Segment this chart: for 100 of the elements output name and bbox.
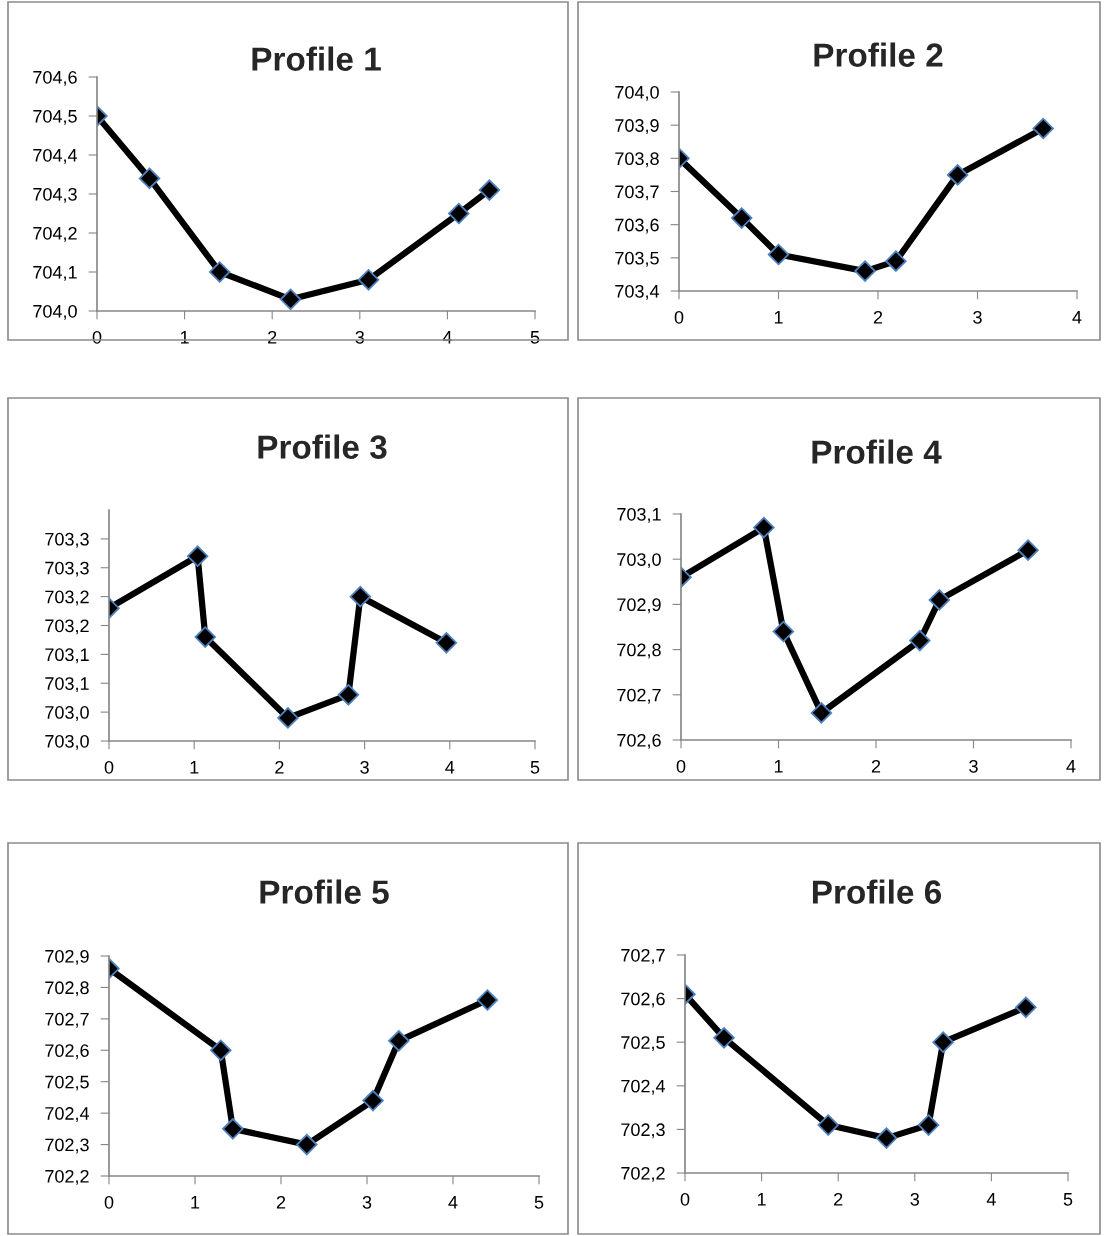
point: [357, 269, 380, 291]
x-tick-label: 4: [442, 331, 452, 344]
y-tick-label: 702,7: [45, 1012, 89, 1028]
y-tick-label: 702,3: [621, 1123, 665, 1139]
point: [885, 250, 907, 272]
point: [186, 545, 209, 567]
y-tick-label: 703,1: [45, 677, 89, 693]
x-tick-label: 3: [360, 760, 369, 774]
point: [854, 260, 876, 282]
y-tick-label: 703,9: [615, 119, 659, 135]
point: [349, 585, 372, 608]
y-tick-label: 704,5: [33, 109, 77, 125]
point: [435, 632, 458, 654]
x-tick-label: 1: [774, 760, 783, 773]
point: [448, 202, 470, 225]
y-tick-label: 702,6: [621, 992, 665, 1008]
x-tick-label: 3: [355, 330, 365, 344]
y-tick-label: 702,4: [621, 1079, 666, 1095]
x-tick-label: 0: [104, 1195, 114, 1209]
x-tick-label: 3: [362, 1195, 372, 1209]
point: [296, 1133, 318, 1156]
point: [222, 1118, 244, 1140]
point: [810, 702, 833, 724]
y-tick-label: 703,2: [45, 590, 89, 606]
x-tick-label: 0: [92, 330, 102, 344]
x-tick-label: 1: [774, 311, 783, 324]
x-tick-label: 5: [1063, 1193, 1073, 1206]
y-tick-label: 703,0: [45, 706, 89, 721]
chart-title: Profile 4: [812, 439, 942, 464]
x-tick-label: 1: [191, 1196, 200, 1209]
point: [210, 1039, 232, 1062]
x-tick-label: 0: [676, 759, 686, 773]
point: [478, 179, 501, 201]
y-tick-label: 702,9: [617, 598, 661, 614]
point: [909, 629, 931, 652]
point: [946, 164, 969, 186]
y-tick-label: 703,3: [45, 532, 89, 548]
point: [388, 1030, 410, 1052]
point: [875, 1127, 898, 1149]
point: [928, 589, 951, 611]
point: [817, 1114, 839, 1136]
x-tick-label: 2: [268, 330, 277, 344]
y-tick-label: 702,3: [45, 1138, 89, 1154]
y-tick-label: 702,8: [617, 643, 661, 659]
point: [337, 684, 360, 706]
x-tick-label: 1: [757, 1193, 766, 1206]
point: [713, 1027, 735, 1049]
y-tick-label: 703,4: [615, 284, 660, 300]
y-tick-label: 703,2: [45, 619, 89, 635]
point: [1015, 996, 1037, 1019]
x-tick-label: 5: [530, 331, 540, 344]
x-tick-label: 4: [1072, 311, 1082, 324]
point: [138, 167, 161, 190]
y-tick-label: 704,4: [33, 148, 78, 164]
x-tick-label: 2: [834, 1192, 843, 1206]
point: [194, 626, 217, 648]
x-tick-label: 1: [190, 761, 199, 774]
y-tick-label: 704,2: [33, 226, 77, 242]
chart-title: Profile 5: [260, 879, 389, 904]
x-tick-label: 1: [180, 331, 189, 344]
y-tick-label: 702,6: [617, 733, 661, 749]
y-tick-label: 703,0: [617, 553, 661, 569]
y-tick-label: 702,4: [45, 1107, 90, 1122]
y-tick-label: 704,0: [33, 304, 77, 320]
y-tick-label: 704,3: [33, 187, 77, 203]
point: [362, 1089, 384, 1112]
x-tick-label: 0: [680, 1192, 690, 1206]
y-tick-label: 703,3: [45, 561, 89, 577]
point: [476, 989, 499, 1011]
y-tick-label: 702,7: [617, 688, 661, 704]
y-tick-label: 703,6: [615, 218, 659, 234]
y-tick-label: 702,9: [45, 949, 89, 965]
y-tick-label: 702,8: [45, 981, 89, 997]
x-tick-label: 3: [910, 1192, 920, 1206]
x-tick-label: 0: [674, 310, 684, 324]
chart-title: Profile 1: [252, 46, 381, 71]
y-tick-label: 702,5: [621, 1036, 665, 1052]
y-tick-label: 704,0: [615, 85, 659, 101]
x-tick-label: 3: [973, 310, 982, 324]
y-tick-label: 703,8: [615, 152, 659, 168]
point: [1017, 539, 1039, 561]
y-tick-label: 702,2: [45, 1169, 89, 1185]
point: [277, 707, 299, 729]
point: [917, 1114, 940, 1136]
chart-title: Profile 6: [812, 879, 942, 904]
point: [208, 261, 231, 283]
point: [730, 207, 753, 229]
x-tick-label: 4: [1066, 760, 1076, 773]
point: [1032, 117, 1054, 140]
x-tick-label: 5: [530, 761, 540, 774]
x-tick-label: 2: [871, 759, 881, 773]
x-tick-label: 4: [986, 1193, 996, 1206]
point: [767, 243, 790, 266]
point: [279, 288, 302, 311]
x-tick-label: 3: [969, 759, 978, 773]
x-tick-label: 4: [445, 761, 455, 774]
point: [753, 516, 775, 539]
y-tick-label: 704,6: [33, 70, 77, 86]
chart-title: Profile 2: [814, 42, 943, 67]
x-tick-label: 5: [534, 1196, 544, 1209]
